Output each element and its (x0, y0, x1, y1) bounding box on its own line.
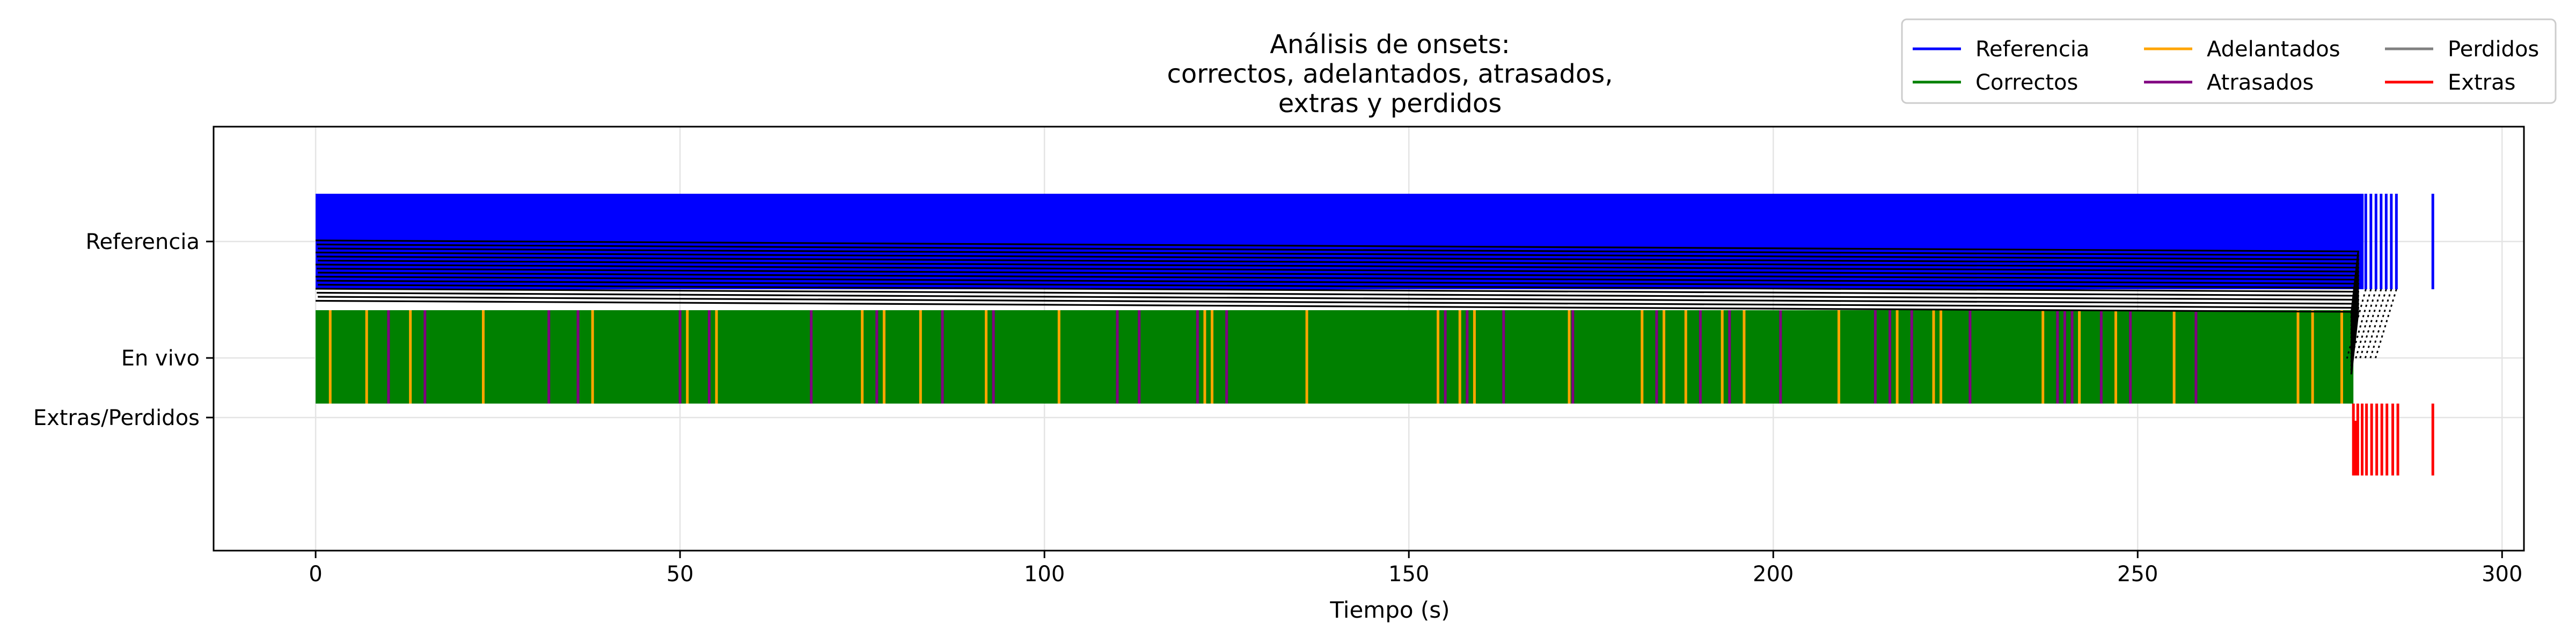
match-line-dotted (2369, 289, 2392, 359)
match-line-dotted (2374, 289, 2397, 359)
chart-title-line-2: correctos, adelantados, atrasados, (1167, 59, 1613, 89)
x-tick-label: 100 (1024, 562, 1065, 587)
legend-item: Atrasados (2144, 70, 2314, 95)
legend-label: Extras (2448, 70, 2515, 95)
chart-title-line-3: extras y perdidos (1278, 89, 1502, 119)
match-line-dotted (2350, 289, 2372, 359)
y-tick-label: Extras/Perdidos (33, 406, 200, 430)
match-line-dotted (2364, 289, 2387, 359)
legend-label: Atrasados (2207, 70, 2314, 95)
legend-label: Correctos (1975, 70, 2078, 95)
extra-cluster (2353, 421, 2358, 475)
match-line-dotted (2359, 289, 2382, 359)
x-axis-label: Tiempo (s) (1329, 597, 1450, 623)
match-line-dotted (2346, 289, 2367, 359)
legend-item: Perdidos (2385, 37, 2539, 62)
legend-item: Adelantados (2144, 37, 2340, 62)
correct-band (316, 310, 2354, 404)
x-tick-label: 200 (1753, 562, 1794, 587)
chart-title-line-1: Análisis de onsets: (1270, 30, 1510, 60)
plot-frame (213, 126, 2525, 552)
legend-item: Referencia (1913, 37, 2089, 62)
y-axis: Referencia En vivo Extras/Perdidos (33, 230, 214, 430)
legend-label: Adelantados (2207, 37, 2340, 62)
x-axis: 0 50 100 150 200 250 300 (309, 551, 2522, 587)
x-tick-label: 50 (667, 562, 694, 587)
legend-label: Perdidos (2448, 37, 2539, 62)
chart-title: Análisis de onsets: correctos, adelantad… (1167, 30, 1613, 119)
legend-item: Correctos (1913, 70, 2078, 95)
match-line-dotted (2355, 289, 2377, 359)
data-marks (316, 194, 2434, 475)
y-tick-label: Referencia (86, 230, 200, 254)
x-tick-label: 150 (1388, 562, 1429, 587)
x-tick-label: 250 (2117, 562, 2158, 587)
legend-label: Referencia (1975, 37, 2089, 62)
x-tick-label: 0 (309, 562, 322, 587)
legend: Referencia Correctos Adelantados Atrasados P… (1901, 18, 2557, 104)
x-tick-label: 300 (2482, 562, 2522, 587)
match-line (316, 299, 2360, 375)
y-tick-label: En vivo (121, 346, 200, 371)
legend-item: Extras (2385, 70, 2515, 95)
